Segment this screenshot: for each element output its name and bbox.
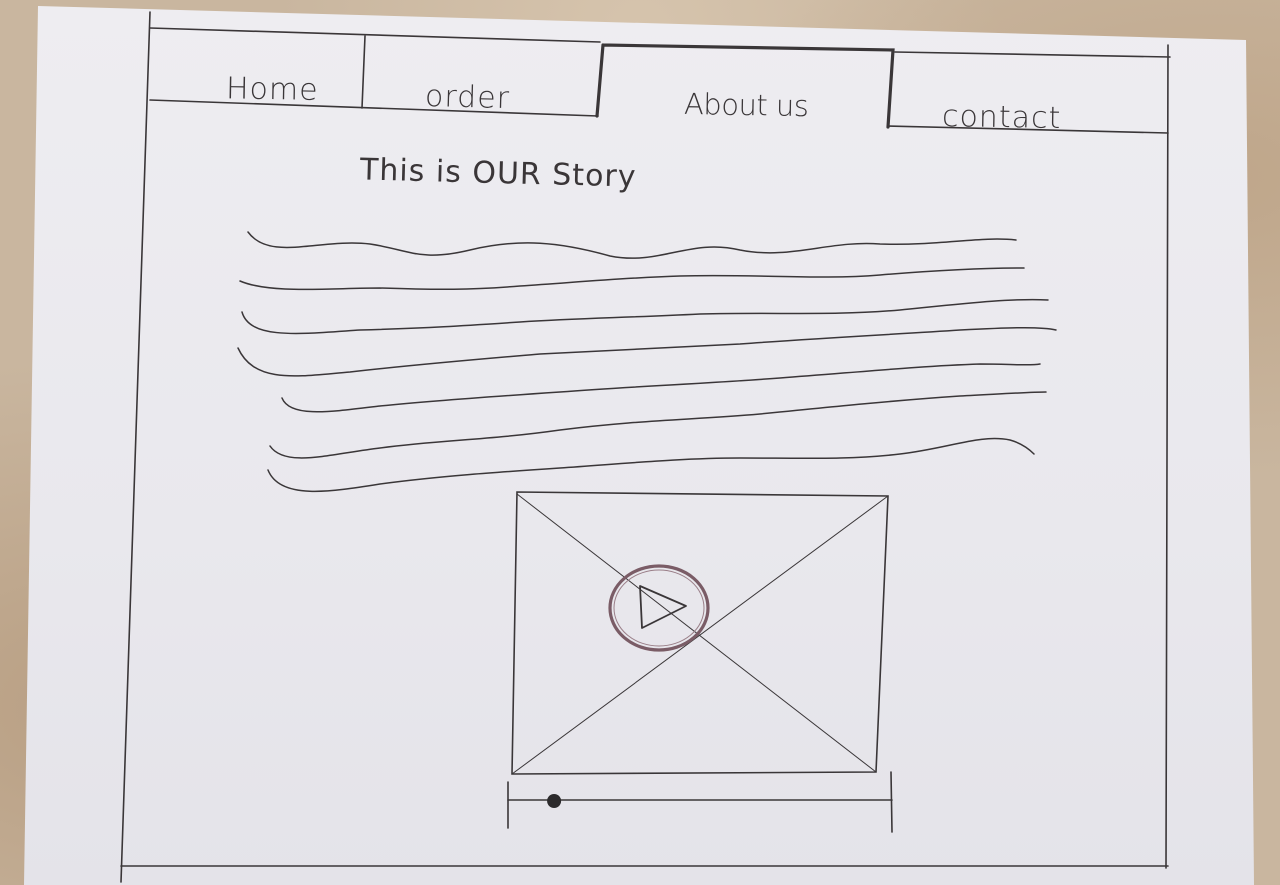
- video-placeholder-cross: [511, 493, 889, 775]
- play-button[interactable]: [608, 564, 710, 652]
- nav-contact[interactable]: contact: [941, 98, 1062, 137]
- video-seek-bar[interactable]: [507, 771, 893, 833]
- text-line: [239, 267, 1025, 291]
- page-title: This is OUR Story: [359, 152, 637, 195]
- nav-divider-1: [361, 35, 366, 109]
- seek-handle[interactable]: [547, 794, 562, 808]
- text-line: [237, 326, 1057, 377]
- nav-active-tab-border: [595, 43, 895, 129]
- navbar-top-line: [149, 27, 1171, 58]
- page-frame-right: [1165, 44, 1169, 869]
- page-frame-left: [120, 11, 151, 883]
- text-line: [247, 231, 1017, 259]
- text-line: [269, 391, 1047, 459]
- text-line: [281, 363, 1041, 413]
- nav-order[interactable]: order: [424, 78, 511, 117]
- nav-about-us[interactable]: About us: [683, 86, 809, 124]
- navbar-bottom-line: [149, 99, 1169, 134]
- play-icon: [639, 585, 687, 629]
- nav-home[interactable]: Home: [225, 71, 319, 108]
- text-line: [241, 298, 1049, 335]
- paper-sheet: [24, 6, 1254, 885]
- text-line: [267, 437, 1035, 493]
